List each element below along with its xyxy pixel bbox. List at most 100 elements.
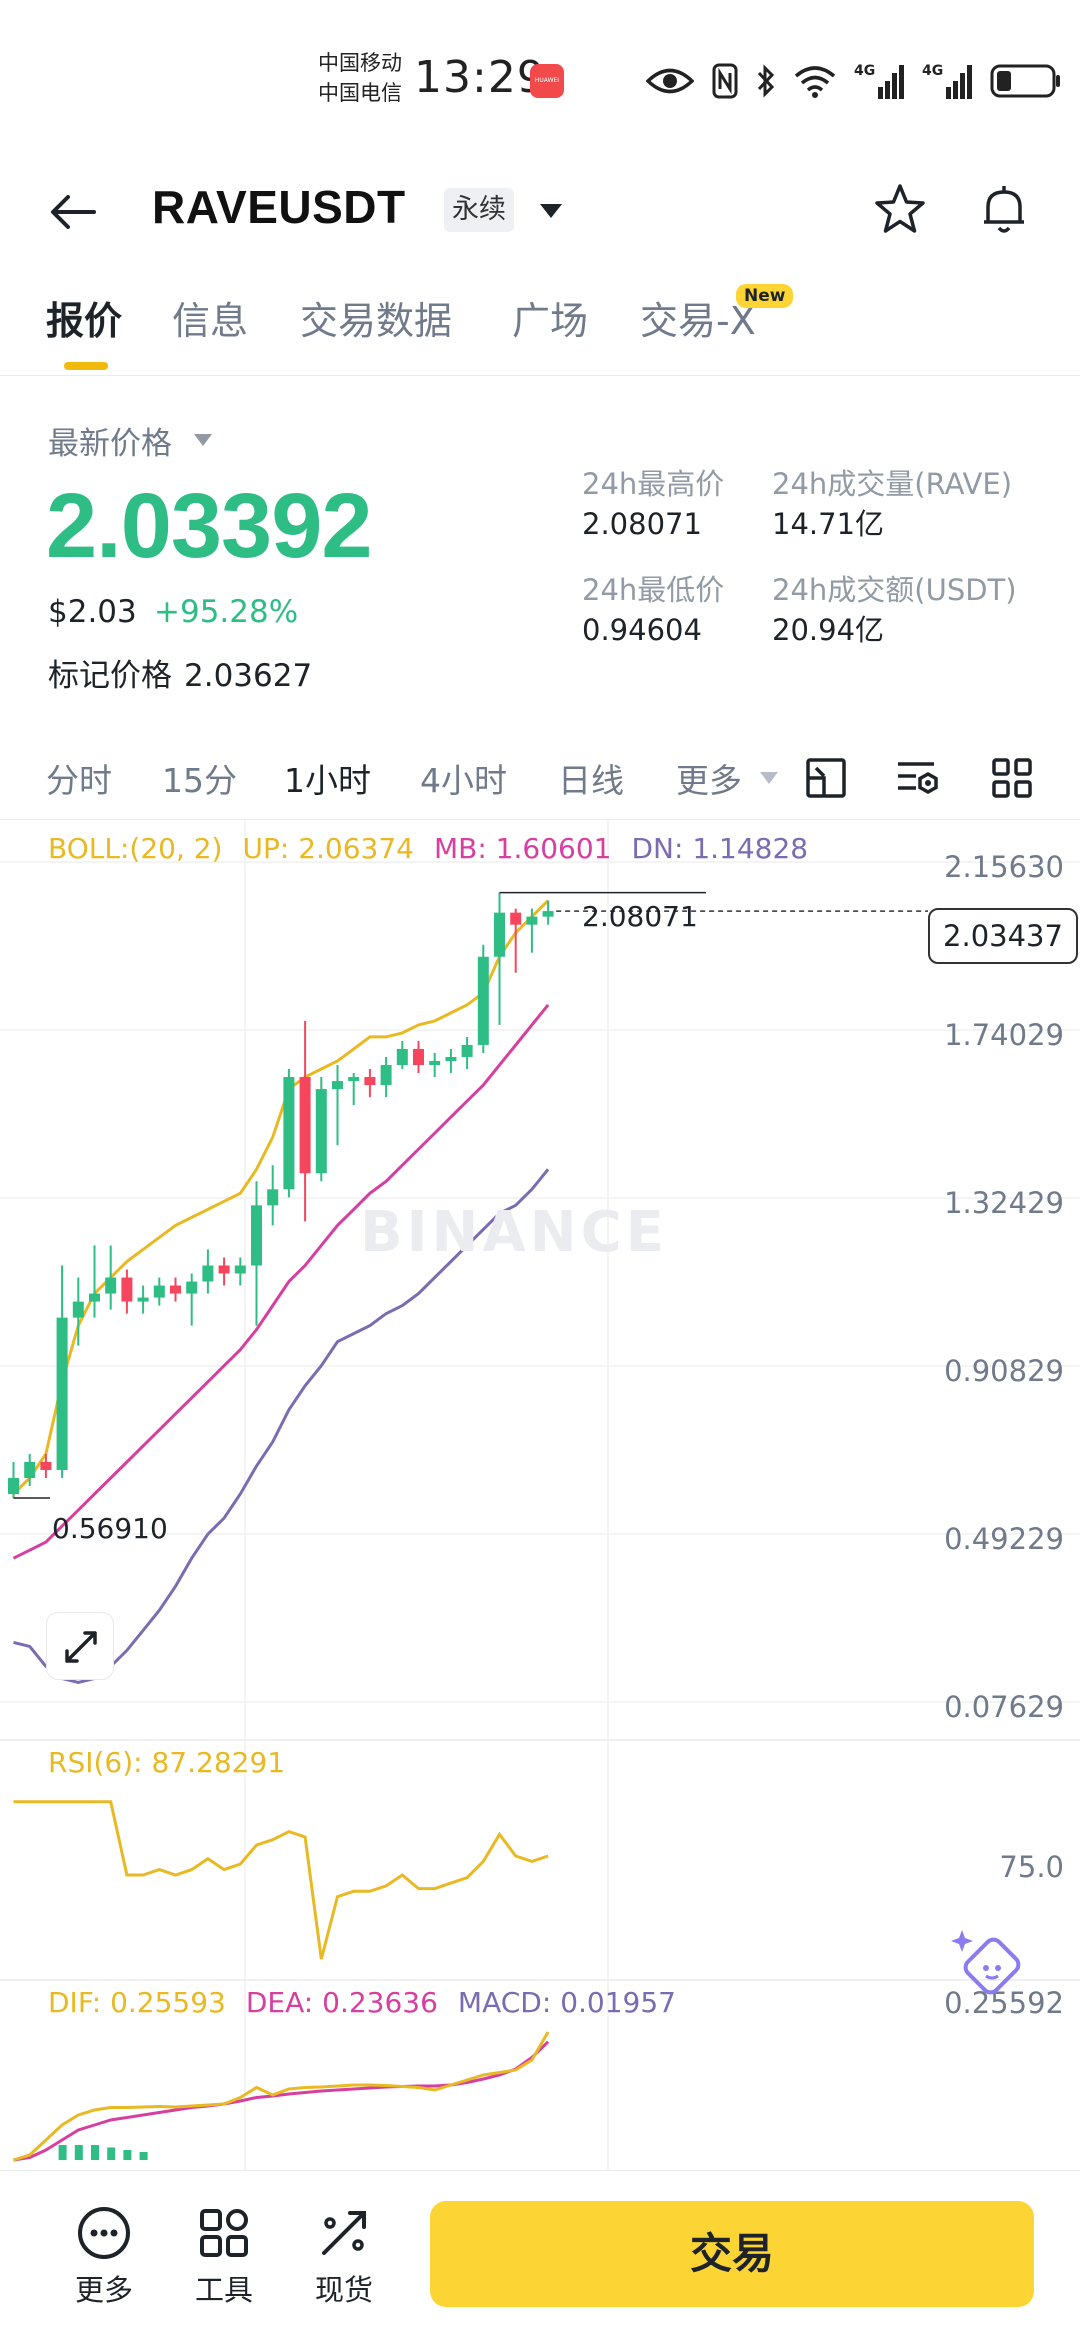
candle-body bbox=[429, 1060, 441, 1066]
carrier-1: 中国移动 bbox=[318, 51, 402, 75]
stat-value: 2.08071 bbox=[582, 507, 702, 541]
caret-down-icon[interactable] bbox=[758, 770, 780, 786]
more-label: 更多 bbox=[74, 2273, 133, 2307]
tab-trade-x[interactable]: 交易-X bbox=[640, 299, 756, 343]
y-tick: 0.90829 bbox=[944, 1354, 1064, 1388]
boll-up-line bbox=[12, 899, 550, 1496]
tab-square[interactable]: 广场 bbox=[512, 299, 589, 343]
candle-body bbox=[153, 1285, 165, 1298]
y-tick: 0.49229 bbox=[944, 1522, 1064, 1556]
rsi-value: RSI(6): 87.28291 bbox=[48, 1746, 286, 1779]
stat-24h-amount: 24h成交额(USDT) 20.94亿 bbox=[772, 570, 1017, 650]
tools-label: 工具 bbox=[194, 2273, 253, 2307]
interval-more[interactable]: 更多 bbox=[676, 761, 742, 800]
interval-line[interactable]: 分时 bbox=[46, 761, 112, 800]
signal-4g-icon: 4G bbox=[854, 61, 904, 101]
candle-body bbox=[299, 1077, 311, 1174]
indicator-settings-icon[interactable] bbox=[894, 754, 942, 802]
nfc-icon bbox=[712, 63, 738, 99]
new-badge: New bbox=[736, 284, 794, 308]
candle-body bbox=[348, 1077, 360, 1082]
interval-15m[interactable]: 15分 bbox=[162, 761, 237, 800]
y-tick: 0.07629 bbox=[944, 1690, 1064, 1724]
candle-body bbox=[396, 1048, 408, 1066]
candle-body bbox=[315, 1089, 327, 1174]
symbol-title[interactable]: RAVEUSDT bbox=[152, 181, 406, 233]
spot-button[interactable]: 现货 bbox=[294, 2205, 394, 2309]
stat-label: 24h最高价 bbox=[582, 467, 725, 501]
macd-legend: DIF: 0.25593 DEA: 0.23636 MACD: 0.01957 bbox=[48, 1986, 696, 2019]
contract-type-tag: 永续 bbox=[444, 188, 514, 232]
battery-icon bbox=[990, 63, 1062, 99]
bell-icon[interactable] bbox=[974, 180, 1034, 240]
wifi-icon bbox=[794, 64, 836, 98]
candle-body bbox=[332, 1081, 343, 1090]
price-change-percent: +95.28% bbox=[154, 594, 299, 630]
candle-body bbox=[251, 1205, 262, 1266]
star-icon[interactable] bbox=[870, 180, 930, 240]
boll-mb: MB: 1.60601 bbox=[433, 832, 612, 865]
signal-4g-icon-2: 4G bbox=[922, 61, 972, 101]
tab-trading-data[interactable]: 交易数据 bbox=[300, 299, 453, 343]
spot-label: 现货 bbox=[314, 2273, 373, 2307]
interval-4h[interactable]: 4小时 bbox=[420, 761, 507, 800]
candle-body bbox=[8, 1477, 19, 1495]
tab-quote[interactable]: 报价 bbox=[46, 299, 123, 343]
stat-value: 0.94604 bbox=[582, 613, 702, 647]
boll-mb-line bbox=[12, 1003, 550, 1560]
mark-price-label: 标记价格 bbox=[48, 658, 172, 694]
carrier-names: 中国移动 中国电信 bbox=[318, 48, 402, 108]
candle-body bbox=[413, 1048, 424, 1066]
candle-body bbox=[137, 1297, 149, 1302]
rsi-tick: 75.0 bbox=[999, 1850, 1064, 1884]
candle-body bbox=[283, 1077, 295, 1190]
chart-canvas[interactable] bbox=[0, 820, 1080, 2170]
fullscreen-button[interactable] bbox=[46, 1612, 114, 1680]
expand-icon bbox=[65, 1631, 97, 1663]
candle-body bbox=[234, 1265, 246, 1274]
back-arrow-icon[interactable] bbox=[44, 182, 104, 242]
binance-watermark: BINANCE bbox=[360, 1200, 668, 1265]
candle-body bbox=[510, 912, 522, 925]
trade-button[interactable]: 交易 bbox=[430, 2201, 1034, 2307]
stat-label: 24h成交量(RAVE) bbox=[772, 467, 1013, 501]
candle-body bbox=[526, 916, 538, 925]
tools-button[interactable]: 工具 bbox=[174, 2205, 274, 2309]
candle-body bbox=[121, 1277, 133, 1302]
more-dots-icon bbox=[78, 2207, 130, 2259]
usd-price: $2.03 bbox=[48, 594, 137, 630]
candle-body bbox=[445, 1056, 457, 1061]
low-marker: 0.56910 bbox=[52, 1512, 168, 1545]
y-tick: 2.15630 bbox=[944, 850, 1064, 884]
macd-histogram-bar bbox=[123, 2150, 132, 2160]
grid-layout-icon[interactable] bbox=[988, 754, 1036, 802]
tab-info[interactable]: 信息 bbox=[172, 299, 249, 343]
candle-body bbox=[461, 1044, 473, 1057]
stat-label: 24h成交额(USDT) bbox=[772, 573, 1017, 607]
interval-1h[interactable]: 1小时 bbox=[284, 761, 371, 800]
rsi-legend: RSI(6): 87.28291 bbox=[48, 1746, 305, 1779]
carrier-2: 中国电信 bbox=[318, 81, 402, 105]
current-price-tag: 2.03437 bbox=[928, 908, 1078, 964]
candle-body bbox=[72, 1301, 84, 1318]
high-marker: 2.08071 bbox=[582, 900, 698, 933]
boll-legend: BOLL:(20, 2) UP: 2.06374 MB: 1.60601 DN: 1.… bbox=[48, 832, 828, 865]
candle-body bbox=[494, 912, 505, 957]
header: RAVEUSDT 永续 bbox=[0, 160, 1080, 260]
kline-chart[interactable]: BOLL:(20, 2) UP: 2.06374 MB: 1.60601 DN: 1.… bbox=[0, 820, 1080, 2170]
boll-name: BOLL:(20, 2) bbox=[48, 832, 223, 865]
stat-24h-high: 24h最高价 2.08071 bbox=[582, 464, 724, 544]
chart-drawing-icon[interactable] bbox=[802, 754, 850, 802]
boll-up: UP: 2.06374 bbox=[242, 832, 414, 865]
more-button[interactable]: 更多 bbox=[54, 2205, 154, 2309]
ai-assistant-icon[interactable] bbox=[948, 1920, 1030, 2002]
macd-histogram-bar bbox=[107, 2147, 116, 2160]
eye-icon bbox=[646, 66, 694, 96]
caret-down-icon[interactable] bbox=[534, 198, 568, 224]
caret-down-icon[interactable] bbox=[192, 432, 214, 448]
last-price-label[interactable]: 最新价格 bbox=[48, 426, 172, 462]
interval-1d[interactable]: 日线 bbox=[558, 761, 624, 800]
candle-body bbox=[56, 1317, 68, 1470]
macd-histogram-bar bbox=[58, 2145, 67, 2160]
candle-body bbox=[218, 1265, 230, 1274]
